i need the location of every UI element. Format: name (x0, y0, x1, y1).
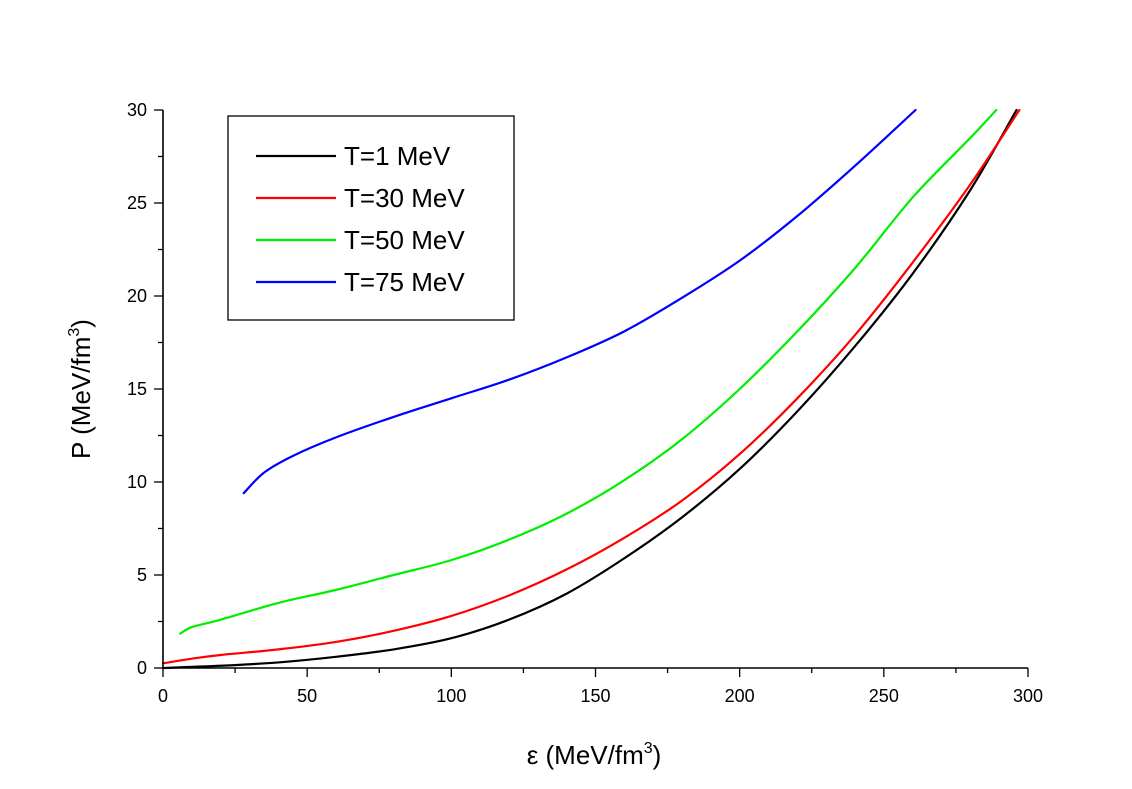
y-tick-label: 15 (127, 379, 147, 399)
x-axis-title-suffix: ) (653, 740, 662, 770)
y-tick-label: 30 (127, 100, 147, 120)
x-tick-label: 50 (297, 686, 317, 706)
x-tick-label: 300 (1013, 686, 1043, 706)
legend-label-t-1-mev: T=1 MeV (344, 141, 451, 171)
series-line-t-1-mev (161, 108, 1018, 670)
y-tick-label: 25 (127, 193, 147, 213)
y-tick-label: 20 (127, 286, 147, 306)
legend-label-t-30-mev: T=30 MeV (344, 183, 465, 213)
x-axis-title-prefix: ε (MeV/fm (527, 740, 644, 770)
x-tick-label: 100 (436, 686, 466, 706)
x-tick-label: 150 (580, 686, 610, 706)
series-layer (161, 108, 1021, 670)
series-line-t-75-mev (242, 108, 917, 495)
x-tick-label: 200 (725, 686, 755, 706)
x-tick-label: 0 (158, 686, 168, 706)
y-axis-title-group: P (MeV/fm3) (66, 319, 96, 459)
y-axis-title-sup: 3 (66, 328, 83, 337)
legend-label-t-50-mev: T=50 MeV (344, 225, 465, 255)
y-axis-title: P (MeV/fm3) (66, 319, 96, 459)
x-axis-title-sup: 3 (644, 740, 653, 757)
y-axis-title-suffix: ) (66, 319, 96, 328)
x-tick-label: 250 (869, 686, 899, 706)
ticks-layer: 0 50 100 150 200 250 300 0 5 10 15 20 25 30 (127, 100, 1043, 706)
y-tick-label: 10 (127, 472, 147, 492)
legend: T=1 MeV T=30 MeV T=50 MeV T=75 MeV (227, 115, 515, 321)
legend-label-t-75-mev: T=75 MeV (344, 267, 465, 297)
y-tick-label: 0 (137, 658, 147, 678)
y-tick-label: 5 (137, 565, 147, 585)
legend-box (227, 115, 515, 321)
y-axis-title-prefix: P (MeV/fm (66, 337, 96, 459)
series-line-t-50-mev (179, 108, 998, 635)
series-line-t-30-mev (161, 108, 1021, 665)
x-axis-title: ε (MeV/fm3) (527, 740, 662, 770)
